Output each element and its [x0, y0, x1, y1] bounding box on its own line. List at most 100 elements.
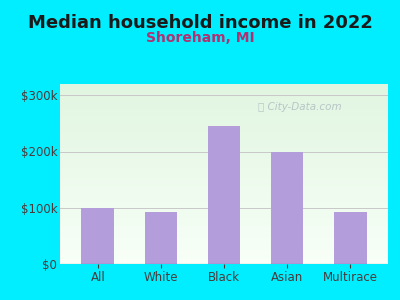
Bar — [60, 144, 388, 145]
Bar — [60, 149, 388, 150]
Bar — [60, 181, 388, 182]
Bar — [60, 86, 388, 87]
Bar — [60, 131, 388, 132]
Bar — [60, 216, 388, 217]
Bar — [60, 91, 388, 92]
Bar — [60, 145, 388, 146]
Bar — [60, 119, 388, 120]
Bar — [60, 187, 388, 188]
Bar — [60, 255, 388, 256]
Bar — [60, 97, 388, 98]
Bar — [60, 215, 388, 216]
Bar — [60, 257, 388, 258]
Bar — [60, 228, 388, 229]
Bar — [60, 241, 388, 242]
Bar — [60, 232, 388, 233]
Bar — [60, 209, 388, 210]
Bar — [60, 203, 388, 204]
Bar — [60, 243, 388, 244]
Bar — [60, 105, 388, 106]
Bar — [60, 122, 388, 123]
Bar — [60, 210, 388, 211]
Bar — [60, 191, 388, 192]
Bar — [60, 256, 388, 257]
Bar — [60, 127, 388, 128]
Bar — [60, 205, 388, 206]
Bar — [60, 251, 388, 252]
Bar — [60, 106, 388, 107]
Bar — [60, 139, 388, 140]
Bar — [60, 180, 388, 181]
Bar — [60, 201, 388, 202]
Bar — [60, 211, 388, 212]
Bar — [60, 125, 388, 126]
Bar — [60, 147, 388, 148]
Bar — [60, 194, 388, 195]
Bar — [60, 182, 388, 183]
Bar — [60, 150, 388, 151]
Bar — [60, 204, 388, 205]
Bar — [60, 170, 388, 171]
Bar — [60, 244, 388, 245]
Bar — [60, 250, 388, 251]
Bar — [60, 189, 388, 190]
Bar — [60, 199, 388, 200]
Bar — [60, 196, 388, 197]
Bar — [60, 248, 388, 249]
Bar — [60, 238, 388, 239]
Bar — [60, 242, 388, 243]
Bar — [60, 193, 388, 194]
Bar — [271, 152, 304, 264]
Bar — [60, 151, 388, 152]
Bar — [60, 143, 388, 144]
Bar — [60, 176, 388, 177]
Bar — [60, 142, 388, 143]
Bar — [60, 160, 388, 161]
Bar — [60, 160, 388, 161]
Bar — [60, 128, 388, 129]
Bar — [60, 206, 388, 207]
Bar — [60, 233, 388, 234]
Bar — [60, 188, 388, 189]
Bar — [60, 161, 388, 162]
Bar — [60, 237, 388, 238]
Bar — [60, 186, 388, 187]
Bar — [60, 135, 388, 136]
Bar — [60, 132, 388, 133]
Bar — [60, 136, 388, 137]
Bar — [60, 114, 388, 115]
Bar — [60, 137, 388, 138]
Bar — [60, 169, 388, 170]
Bar — [60, 159, 388, 160]
Bar — [60, 84, 388, 85]
Bar — [60, 217, 388, 218]
Bar — [60, 148, 388, 149]
Bar — [60, 163, 388, 164]
Bar — [60, 260, 388, 261]
Bar — [60, 179, 388, 180]
Bar — [60, 172, 388, 173]
Bar — [60, 259, 388, 260]
Bar — [60, 230, 388, 231]
Bar — [60, 117, 388, 118]
Bar — [60, 200, 388, 201]
Bar — [60, 169, 388, 170]
Text: Median household income in 2022: Median household income in 2022 — [28, 14, 372, 32]
Bar — [60, 154, 388, 155]
Bar — [60, 246, 388, 247]
Bar — [60, 249, 388, 250]
Bar — [60, 195, 388, 196]
Bar — [60, 134, 388, 135]
Bar — [60, 113, 388, 114]
Text: ⓘ City-Data.com: ⓘ City-Data.com — [258, 102, 341, 112]
Bar — [60, 89, 388, 90]
Bar — [60, 261, 388, 262]
Bar — [60, 239, 388, 240]
Bar — [60, 164, 388, 165]
Bar — [60, 213, 388, 214]
Bar — [60, 93, 388, 94]
Bar — [60, 130, 388, 131]
Bar — [60, 198, 388, 199]
Bar — [60, 263, 388, 264]
Bar — [60, 133, 388, 134]
